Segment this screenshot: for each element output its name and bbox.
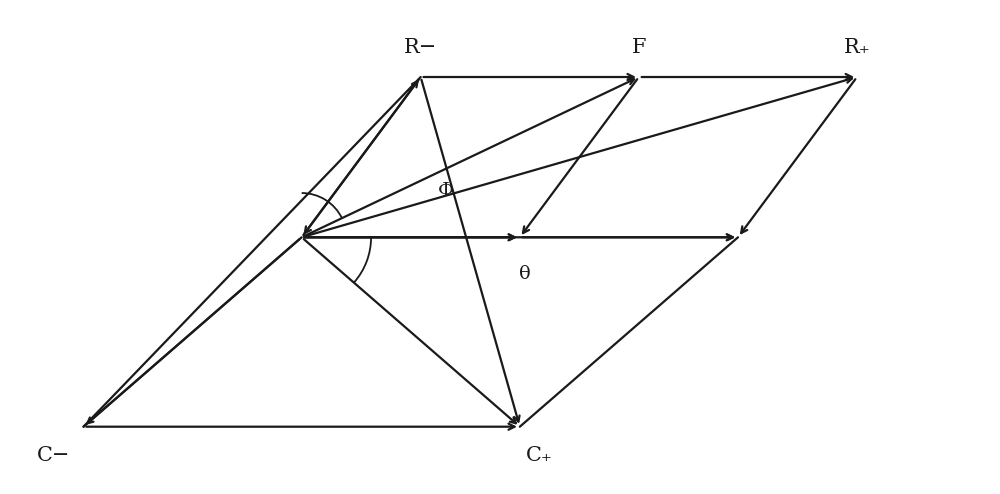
Text: Φ: Φ bbox=[437, 182, 453, 200]
Text: C₊: C₊ bbox=[526, 447, 553, 465]
Text: θ: θ bbox=[519, 265, 531, 283]
Text: R₊: R₊ bbox=[844, 39, 870, 57]
Text: R−: R− bbox=[404, 39, 437, 57]
Text: C−: C− bbox=[37, 447, 70, 465]
Text: F: F bbox=[632, 39, 646, 57]
